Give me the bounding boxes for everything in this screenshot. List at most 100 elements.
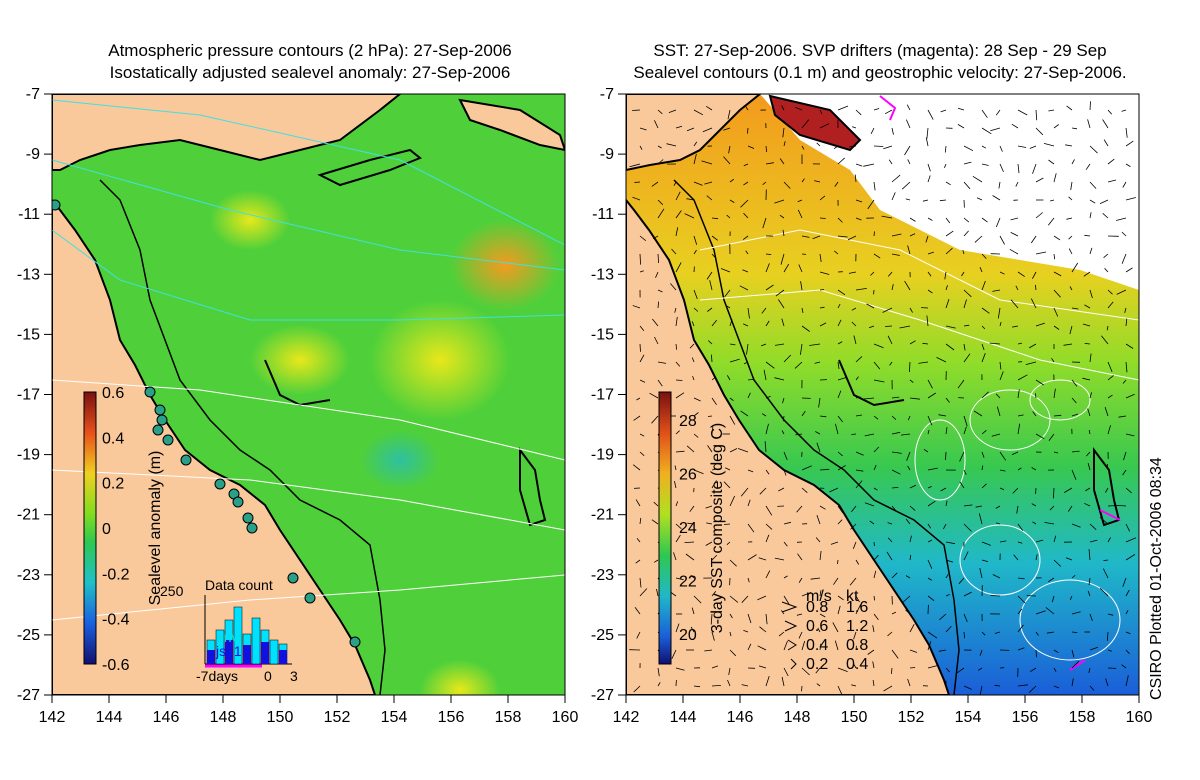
- velocity-arrow: [999, 451, 1007, 461]
- velocity-arrow: [689, 505, 695, 512]
- left-anomaly-yellow-3: [210, 190, 290, 250]
- velocity-arrow: [639, 270, 644, 273]
- velocity-legend: m/s kt 0.8 1.6 0.6 1.2 0.4 0.8 0.2 0.4: [781, 588, 868, 673]
- velocity-arrow: [837, 235, 848, 238]
- velocity-arrow: [873, 379, 885, 383]
- velocity-arrow: [1089, 539, 1098, 543]
- velocity-arrow: [927, 577, 933, 581]
- velocity-arrow: [899, 325, 911, 329]
- velocity-arrow: [765, 675, 770, 687]
- velocity-arrow: [981, 631, 986, 636]
- velocity-arrow: [1125, 554, 1136, 561]
- velocity-arrow: [907, 159, 911, 165]
- velocity-arrow: [761, 307, 767, 314]
- data-count-bars: [206, 606, 288, 665]
- velocity-arrow: [981, 559, 989, 562]
- velocity-arrow: [707, 307, 713, 312]
- velocity-arrow: [655, 271, 659, 278]
- velocity-arrow: [1084, 502, 1091, 507]
- velocity-arrow: [819, 109, 823, 115]
- velocity-arrow: [979, 649, 983, 656]
- velocity-arrow: [873, 231, 875, 237]
- velocity-arrow: [904, 280, 911, 291]
- velocity-arrow: [981, 253, 987, 259]
- velocity-arrow: [729, 358, 740, 363]
- velocity-arrow: [1043, 143, 1055, 147]
- velocity-arrow: [944, 163, 947, 168]
- velocity-arrow: [1035, 127, 1044, 136]
- velocity-arrow: [782, 415, 785, 422]
- velocity-arrow: [675, 210, 682, 219]
- velocity-arrow: [800, 281, 803, 291]
- velocity-arrow: [1071, 649, 1075, 658]
- velocity-arrow: [855, 595, 860, 603]
- velocity-arrow: [1106, 325, 1109, 331]
- velocity-arrow: [873, 464, 877, 471]
- velocity-arrow: [1035, 393, 1037, 399]
- velocity-arrow: [961, 271, 965, 277]
- velocity-arrow: [1087, 119, 1091, 129]
- velocity-legend-arrow: [781, 601, 798, 613]
- velocity-arrow: [674, 465, 677, 471]
- velocity-arrow: [981, 541, 991, 546]
- velocity-arrow: [981, 109, 988, 118]
- velocity-arrow: [779, 214, 785, 219]
- velocity-legend-kt: 1.6: [846, 599, 868, 616]
- velocity-arrow: [884, 109, 893, 115]
- velocity-arrow: [1117, 505, 1127, 507]
- velocity-arrow: [891, 174, 901, 183]
- velocity-arrow: [1071, 379, 1078, 387]
- velocity-arrow: [657, 109, 663, 115]
- velocity-arrow: [666, 143, 677, 147]
- velocity-arrow: [723, 156, 731, 165]
- velocity-arrow: [819, 415, 827, 418]
- velocity-arrow: [1009, 248, 1019, 255]
- velocity-arrow: [837, 559, 839, 565]
- velocity-arrow: [945, 427, 948, 435]
- velocity-arrow: [657, 289, 663, 293]
- velocity-arrow: [801, 145, 805, 150]
- velocity-arrow: [747, 127, 749, 134]
- velocity-arrow: [711, 397, 717, 406]
- velocity-arrow: [940, 109, 947, 113]
- left-anomaly-high: [450, 220, 560, 310]
- velocity-arrow: [726, 375, 731, 381]
- velocity-arrow: [927, 289, 933, 294]
- velocity-arrow: [693, 249, 697, 255]
- velocity-arrow: [704, 181, 713, 185]
- velocity-arrow: [851, 321, 857, 327]
- velocity-arrow: [815, 667, 821, 674]
- velocity-arrow: [815, 537, 821, 543]
- velocity-arrow: [923, 448, 929, 453]
- velocity-arrow: [849, 145, 857, 148]
- y-tick-label: -27: [17, 687, 40, 704]
- right-colorbar-scale: [658, 391, 672, 665]
- velocity-arrow: [727, 679, 731, 687]
- velocity-arrow: [651, 519, 659, 525]
- velocity-arrow: [891, 667, 893, 674]
- velocity-arrow: [1071, 523, 1081, 528]
- velocity-arrow: [999, 361, 1002, 370]
- velocity-arrow: [855, 604, 861, 615]
- velocity-arrow: [1035, 539, 1044, 543]
- velocity-arrow: [706, 195, 713, 201]
- velocity-arrow: [996, 406, 1001, 417]
- velocity-arrow: [814, 361, 821, 364]
- velocity-arrow: [765, 263, 770, 273]
- velocity-arrow: [999, 540, 1007, 543]
- velocity-arrow: [1030, 235, 1037, 244]
- velocity-arrow: [1089, 613, 1093, 622]
- velocity-arrow: [747, 554, 757, 561]
- velocity-arrow: [990, 127, 1001, 132]
- velocity-arrow: [743, 212, 749, 219]
- colorbar-tick-label: -0.6: [102, 657, 130, 674]
- velocity-arrow: [945, 594, 950, 597]
- velocity-arrow: [1066, 217, 1073, 220]
- left-map: [52, 94, 565, 695]
- velocity-arrow: [1107, 505, 1119, 507]
- velocity-arrow: [834, 250, 839, 255]
- velocity-legend-unit-kt: kt: [846, 588, 859, 605]
- velocity-arrow: [686, 198, 695, 201]
- velocity-arrow: [1107, 394, 1113, 399]
- velocity-arrow: [1067, 505, 1073, 512]
